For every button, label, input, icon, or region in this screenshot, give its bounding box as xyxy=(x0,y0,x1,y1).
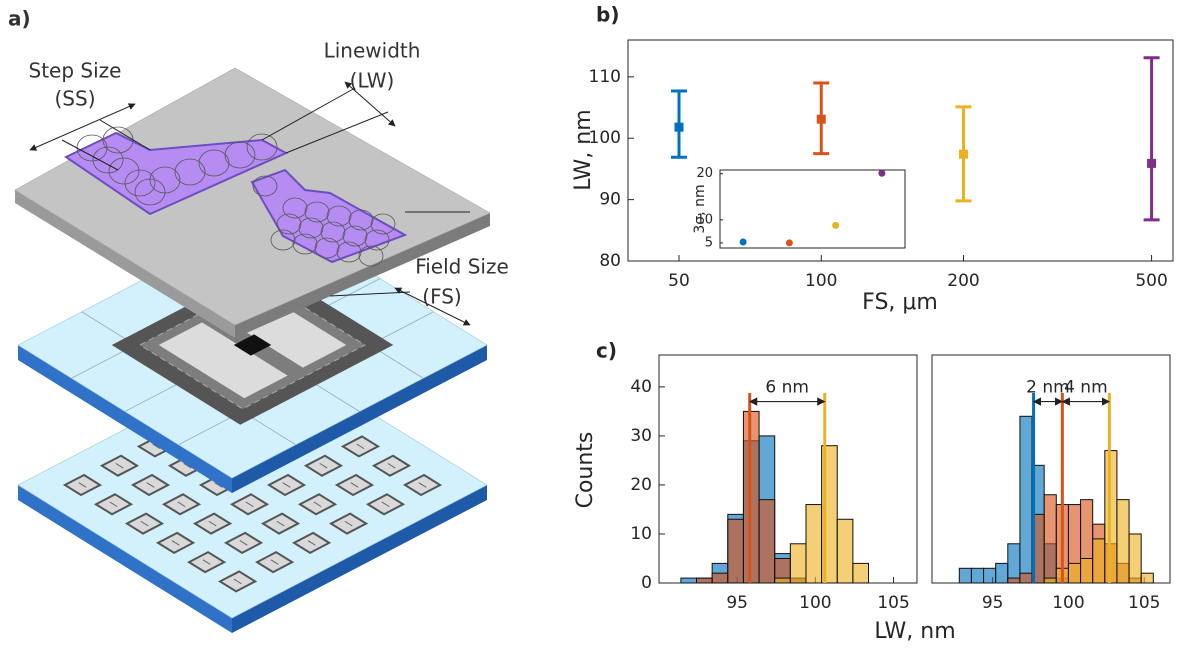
histogram-bar xyxy=(853,563,869,583)
histogram-bar xyxy=(681,578,697,583)
x-axis-label: FS, μm xyxy=(862,290,938,315)
annotation-text: 4 nm xyxy=(1064,378,1108,398)
histogram-bar xyxy=(1068,563,1080,583)
y-axis-label: 3σ, nm xyxy=(692,184,708,233)
y-tick-label: 20 xyxy=(630,475,652,495)
histogram-bar xyxy=(1020,573,1032,583)
x-axis-label: LW, nm xyxy=(874,619,955,644)
annotation-text: 6 nm xyxy=(765,378,809,398)
x-tick-label: 500 xyxy=(1135,271,1167,291)
histogram-bar xyxy=(1117,500,1129,583)
x-tick-label: 200 xyxy=(947,271,979,291)
histogram-bar xyxy=(775,578,791,583)
point xyxy=(832,222,839,229)
histogram-bar xyxy=(1105,451,1117,583)
plot-frame xyxy=(720,170,905,248)
histogram-bar xyxy=(1081,558,1093,583)
annotation: (SS) xyxy=(55,87,96,111)
histogram-bar xyxy=(837,519,853,583)
histogram-bar xyxy=(697,578,713,583)
histogram-bar xyxy=(971,568,983,583)
figure: a) Step Size (SS) Linewidth (LW) Field S… xyxy=(0,0,1198,649)
annotation: (FS) xyxy=(422,285,461,309)
panel-label: a) xyxy=(8,7,31,31)
histogram-bar xyxy=(712,573,728,583)
x-tick-label: 100 xyxy=(799,593,831,613)
annotation: Linewidth xyxy=(324,39,421,63)
y-tick-label: 40 xyxy=(630,377,652,397)
histogram-bar xyxy=(1020,416,1032,583)
y-tick-label: 80 xyxy=(599,251,621,271)
y-tick-label: 0 xyxy=(641,573,652,593)
histogram-bar xyxy=(790,544,806,583)
x-tick-label: 50 xyxy=(668,271,690,291)
mean-marker xyxy=(674,123,683,132)
histogram-bar xyxy=(984,568,996,583)
histogram-bar xyxy=(1008,578,1020,583)
y-tick-label: 5 xyxy=(705,235,713,250)
panel-label: b) xyxy=(596,3,619,27)
x-tick-label: 100 xyxy=(805,271,837,291)
histogram-bar xyxy=(1044,495,1056,583)
histogram-bar xyxy=(1141,573,1153,583)
histogram-bar xyxy=(806,505,822,583)
point xyxy=(786,239,793,246)
histogram-bar xyxy=(728,519,744,583)
histogram-bar xyxy=(996,563,1008,583)
histogram-bar xyxy=(1008,544,1020,583)
annotation: Step Size xyxy=(29,59,122,83)
point xyxy=(740,239,747,246)
histogram-bar xyxy=(1129,534,1141,583)
panel-label: c) xyxy=(596,339,617,363)
y-tick-label: 90 xyxy=(599,190,621,210)
y-tick-label: 110 xyxy=(589,67,621,87)
mean-marker xyxy=(959,150,968,159)
x-tick-label: 100 xyxy=(1052,593,1084,613)
diagram xyxy=(15,68,490,633)
y-tick-label: 30 xyxy=(630,426,652,446)
histogram-bar xyxy=(759,500,775,583)
x-tick-label: 95 xyxy=(726,593,748,613)
annotation: Field Size xyxy=(415,255,509,279)
x-tick-label: 105 xyxy=(877,593,909,613)
x-tick-label: 105 xyxy=(1128,593,1160,613)
histogram-bar xyxy=(743,411,759,583)
histogram-bar xyxy=(1044,578,1056,583)
mean-marker xyxy=(1147,159,1156,168)
x-tick-label: 95 xyxy=(982,593,1004,613)
y-axis-label: Counts xyxy=(573,432,598,509)
point xyxy=(878,170,885,177)
histogram-bar xyxy=(959,568,971,583)
y-axis-label: LW, nm xyxy=(571,109,596,190)
mean-marker xyxy=(817,115,826,124)
y-tick-label: 20 xyxy=(696,166,713,181)
y-tick-label: 10 xyxy=(630,524,652,544)
annotation: (LW) xyxy=(350,69,395,93)
histogram-bar xyxy=(1093,539,1105,583)
